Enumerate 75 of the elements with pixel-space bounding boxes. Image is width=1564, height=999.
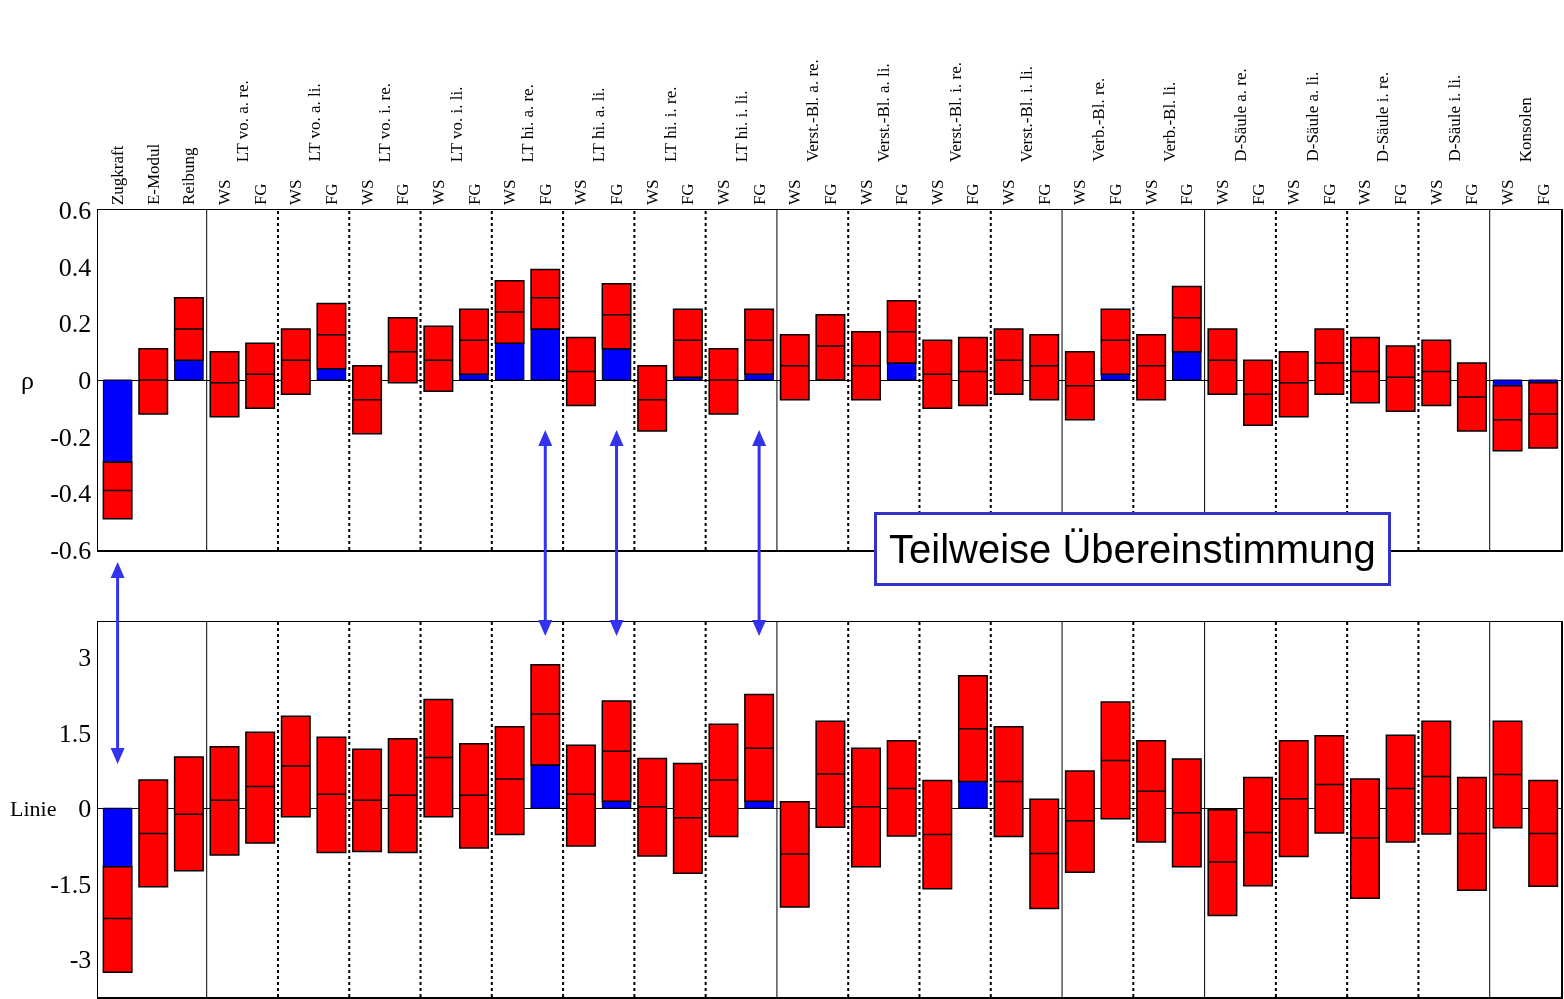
y-tick-label: 0.4: [58, 252, 92, 282]
x-tick-label: WS: [999, 179, 1019, 206]
x-tick-label: WS: [1284, 179, 1304, 206]
y-tick-label: -0.2: [50, 422, 92, 452]
x-tick-label: WS: [428, 179, 448, 206]
x-tick-label: WS: [357, 179, 377, 206]
y-tick-label: 0.6: [58, 196, 92, 226]
x-tick-label: WS: [785, 179, 805, 206]
x-tick-label: FG: [464, 183, 484, 206]
text: D-Säule a. li.: [1302, 71, 1322, 162]
x-tick-label: Zugkraft: [108, 145, 128, 206]
text: Verb.-Bl. re.: [1088, 77, 1108, 162]
x-tick-label: FG: [1106, 183, 1126, 206]
text: LT hi. a. re.: [518, 84, 538, 163]
y-tick-label: -3: [69, 945, 92, 975]
x-tick-label: FG: [393, 183, 413, 206]
text: Verb.-Bl. li.: [1159, 81, 1179, 162]
text: LT vo. i. li.: [447, 86, 467, 163]
x-tick-label: E-Modul: [143, 143, 163, 206]
x-tick-label: FG: [749, 183, 769, 206]
y-tick-label: -1.5: [50, 869, 92, 899]
x-tick-label: WS: [1426, 179, 1446, 206]
x-tick-label: WS: [1355, 179, 1375, 206]
text: D-Säule a. re.: [1230, 68, 1250, 162]
text: LT hi. i. re.: [661, 86, 681, 163]
y-axis-title: ρ: [21, 366, 34, 395]
text: Verst.-Bl. i. li.: [1017, 66, 1037, 163]
x-tick-label: FG: [607, 183, 627, 206]
text: LT vo. a. li.: [304, 83, 324, 162]
y-tick-label: -0.6: [50, 536, 92, 566]
x-tick-label: WS: [1070, 179, 1090, 206]
x-tick-label: WS: [571, 179, 591, 206]
text: Verst.-Bl. i. re.: [946, 62, 966, 163]
y-tick-label: 1.5: [58, 718, 92, 748]
text: D-Säule i. li.: [1444, 74, 1464, 162]
x-tick-label: FG: [321, 183, 341, 206]
x-tick-label: WS: [856, 179, 876, 206]
x-tick-label: FG: [1248, 183, 1268, 206]
text: LT hi. a. li.: [589, 87, 609, 163]
text: LT hi. i. li.: [732, 90, 752, 163]
y-tick-label: 0.2: [58, 309, 92, 339]
x-tick-label: WS: [215, 179, 235, 206]
x-tick-label: WS: [286, 179, 306, 206]
x-tick-label: FG: [820, 183, 840, 206]
annotation: Teilweise Übereinstimmung: [889, 527, 1376, 571]
x-tick-label: FG: [1034, 183, 1054, 206]
x-tick-label: FG: [963, 183, 983, 206]
x-tick-label: WS: [1212, 179, 1232, 206]
y-tick-label: 0: [78, 794, 92, 824]
y-axis-title: Linie: [10, 796, 57, 821]
x-tick-label: FG: [1462, 183, 1482, 206]
x-tick-label: Reibung: [179, 146, 199, 206]
text: LT vo. a. re.: [233, 80, 253, 163]
y-tick-label: -0.4: [50, 479, 92, 509]
x-tick-label: FG: [892, 183, 912, 206]
x-tick-label: WS: [1498, 179, 1518, 206]
text: D-Säule i. re.: [1373, 71, 1393, 163]
x-tick-label: FG: [1177, 183, 1197, 206]
x-tick-label: WS: [1141, 179, 1161, 206]
y-tick-label: 3: [78, 643, 92, 673]
text: Konsolen: [1516, 96, 1536, 163]
x-tick-label: WS: [713, 179, 733, 206]
x-tick-label: FG: [250, 183, 270, 206]
x-tick-label: WS: [927, 179, 947, 206]
x-tick-label: FG: [535, 183, 555, 206]
x-tick-label: WS: [642, 179, 662, 206]
text: LT vo. i. re.: [375, 83, 395, 163]
x-tick-label: WS: [500, 179, 520, 206]
x-tick-label: FG: [678, 183, 698, 206]
text: Verst.-Bl. a. re.: [803, 59, 823, 163]
x-tick-label: FG: [1533, 183, 1553, 206]
text: Verst.-Bl. a. li.: [874, 63, 894, 163]
x-tick-label: FG: [1319, 183, 1339, 206]
y-tick-label: 0: [78, 366, 92, 396]
x-tick-label: FG: [1391, 183, 1411, 206]
